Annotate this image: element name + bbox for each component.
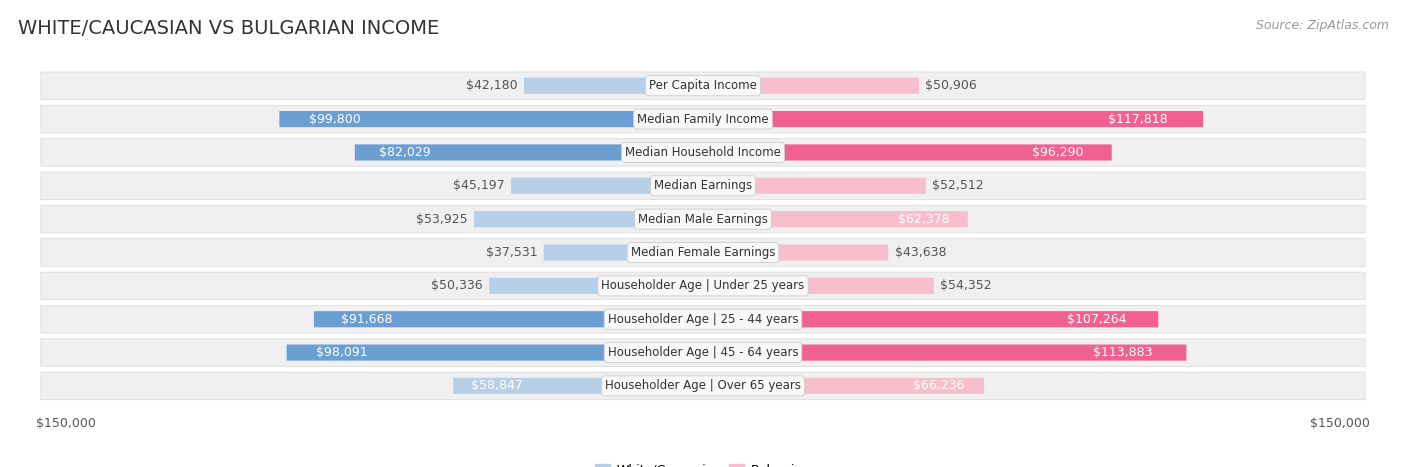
FancyBboxPatch shape bbox=[703, 244, 889, 261]
FancyBboxPatch shape bbox=[41, 205, 1365, 233]
Text: $37,531: $37,531 bbox=[485, 246, 537, 259]
Legend: White/Caucasian, Bulgarian: White/Caucasian, Bulgarian bbox=[591, 459, 815, 467]
Text: $52,512: $52,512 bbox=[932, 179, 984, 192]
FancyBboxPatch shape bbox=[41, 106, 1365, 133]
FancyBboxPatch shape bbox=[703, 278, 934, 294]
FancyBboxPatch shape bbox=[280, 111, 703, 127]
FancyBboxPatch shape bbox=[354, 144, 703, 161]
FancyBboxPatch shape bbox=[703, 144, 1112, 161]
Text: WHITE/CAUCASIAN VS BULGARIAN INCOME: WHITE/CAUCASIAN VS BULGARIAN INCOME bbox=[18, 19, 440, 38]
Text: Median Male Earnings: Median Male Earnings bbox=[638, 212, 768, 226]
FancyBboxPatch shape bbox=[703, 78, 920, 94]
FancyBboxPatch shape bbox=[41, 339, 1365, 366]
Text: $62,378: $62,378 bbox=[897, 212, 949, 226]
Text: Median Female Earnings: Median Female Earnings bbox=[631, 246, 775, 259]
Text: $50,336: $50,336 bbox=[432, 279, 484, 292]
FancyBboxPatch shape bbox=[41, 239, 1365, 266]
Text: $107,264: $107,264 bbox=[1067, 313, 1126, 325]
Text: $43,638: $43,638 bbox=[894, 246, 946, 259]
FancyBboxPatch shape bbox=[489, 278, 703, 294]
Text: $82,029: $82,029 bbox=[380, 146, 430, 159]
Text: $66,236: $66,236 bbox=[912, 380, 965, 392]
FancyBboxPatch shape bbox=[41, 172, 1365, 199]
Text: $96,290: $96,290 bbox=[1032, 146, 1083, 159]
Text: Householder Age | 45 - 64 years: Householder Age | 45 - 64 years bbox=[607, 346, 799, 359]
Text: Householder Age | 25 - 44 years: Householder Age | 25 - 44 years bbox=[607, 313, 799, 325]
FancyBboxPatch shape bbox=[41, 272, 1365, 300]
Text: $50,906: $50,906 bbox=[925, 79, 977, 92]
FancyBboxPatch shape bbox=[703, 311, 1159, 327]
Text: $98,091: $98,091 bbox=[316, 346, 367, 359]
Text: $45,197: $45,197 bbox=[453, 179, 505, 192]
FancyBboxPatch shape bbox=[703, 378, 984, 394]
FancyBboxPatch shape bbox=[41, 72, 1365, 99]
Text: $91,668: $91,668 bbox=[342, 313, 392, 325]
Text: $113,883: $113,883 bbox=[1092, 346, 1153, 359]
Text: $99,800: $99,800 bbox=[309, 113, 361, 126]
Text: Source: ZipAtlas.com: Source: ZipAtlas.com bbox=[1256, 19, 1389, 32]
Text: Householder Age | Under 25 years: Householder Age | Under 25 years bbox=[602, 279, 804, 292]
FancyBboxPatch shape bbox=[41, 305, 1365, 333]
FancyBboxPatch shape bbox=[474, 211, 703, 227]
FancyBboxPatch shape bbox=[41, 139, 1365, 166]
Text: Median Family Income: Median Family Income bbox=[637, 113, 769, 126]
FancyBboxPatch shape bbox=[287, 345, 703, 361]
FancyBboxPatch shape bbox=[703, 345, 1187, 361]
FancyBboxPatch shape bbox=[703, 111, 1204, 127]
Text: $42,180: $42,180 bbox=[465, 79, 517, 92]
FancyBboxPatch shape bbox=[512, 178, 703, 194]
Text: $117,818: $117,818 bbox=[1108, 113, 1168, 126]
FancyBboxPatch shape bbox=[41, 372, 1365, 400]
Text: Median Earnings: Median Earnings bbox=[654, 179, 752, 192]
Text: $58,847: $58,847 bbox=[471, 380, 523, 392]
Text: $54,352: $54,352 bbox=[941, 279, 991, 292]
FancyBboxPatch shape bbox=[524, 78, 703, 94]
Text: $53,925: $53,925 bbox=[416, 212, 468, 226]
Text: Median Household Income: Median Household Income bbox=[626, 146, 780, 159]
FancyBboxPatch shape bbox=[703, 211, 967, 227]
FancyBboxPatch shape bbox=[544, 244, 703, 261]
FancyBboxPatch shape bbox=[703, 178, 927, 194]
FancyBboxPatch shape bbox=[453, 378, 703, 394]
Text: Householder Age | Over 65 years: Householder Age | Over 65 years bbox=[605, 380, 801, 392]
FancyBboxPatch shape bbox=[314, 311, 703, 327]
Text: Per Capita Income: Per Capita Income bbox=[650, 79, 756, 92]
